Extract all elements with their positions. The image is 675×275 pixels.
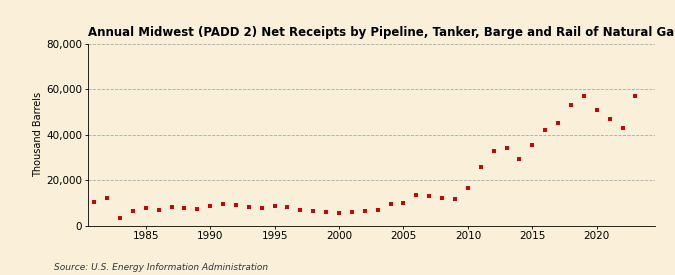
Point (308, 208, 319, 213)
Point (346, 210, 357, 214)
Point (604, 117, 615, 121)
Point (437, 196, 448, 200)
Point (166, 205, 177, 210)
Point (630, 94, 641, 98)
Point (359, 208, 370, 213)
Point (488, 148, 499, 153)
Point (269, 204, 280, 208)
Point (578, 94, 589, 98)
Point (217, 202, 228, 206)
Point (205, 204, 215, 208)
Point (231, 203, 242, 207)
Point (333, 211, 344, 215)
Point (475, 164, 486, 169)
Point (591, 108, 602, 112)
Point (192, 207, 202, 211)
Point (540, 128, 551, 132)
Point (385, 202, 396, 206)
Point (244, 205, 254, 210)
Point (140, 206, 151, 211)
Point (411, 193, 422, 197)
Text: Annual Midwest (PADD 2) Net Receipts by Pipeline, Tanker, Barge and Rail of Natu: Annual Midwest (PADD 2) Net Receipts by … (88, 26, 675, 39)
Point (89, 199, 100, 204)
Point (102, 196, 113, 200)
Point (553, 121, 564, 126)
Point (256, 206, 267, 211)
Point (424, 194, 435, 198)
Point (566, 103, 576, 108)
Point (462, 186, 473, 190)
Point (282, 205, 293, 210)
Point (398, 200, 409, 205)
Point (450, 197, 460, 202)
Point (514, 156, 525, 161)
Point (501, 146, 512, 150)
Point (153, 207, 164, 212)
Text: Source: U.S. Energy Information Administration: Source: U.S. Energy Information Administ… (54, 263, 268, 272)
Y-axis label: Thousand Barrels: Thousand Barrels (34, 92, 43, 177)
Point (373, 207, 383, 212)
Point (617, 126, 628, 130)
Point (527, 143, 538, 147)
Point (128, 208, 138, 213)
Point (115, 215, 126, 220)
Point (179, 206, 190, 211)
Point (295, 207, 306, 212)
Point (321, 210, 331, 214)
